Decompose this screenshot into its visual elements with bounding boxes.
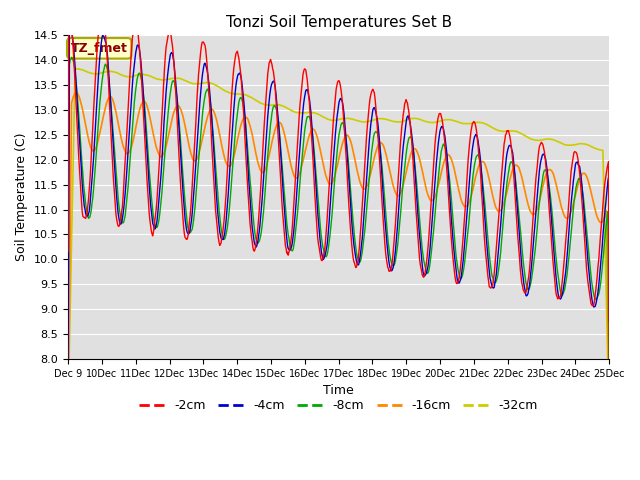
Title: Tonzi Soil Temperatures Set B: Tonzi Soil Temperatures Set B — [225, 15, 452, 30]
Y-axis label: Soil Temperature (C): Soil Temperature (C) — [15, 133, 28, 262]
X-axis label: Time: Time — [323, 384, 354, 397]
Text: TZ_fmet: TZ_fmet — [71, 42, 127, 55]
Legend: -2cm, -4cm, -8cm, -16cm, -32cm: -2cm, -4cm, -8cm, -16cm, -32cm — [134, 395, 543, 418]
